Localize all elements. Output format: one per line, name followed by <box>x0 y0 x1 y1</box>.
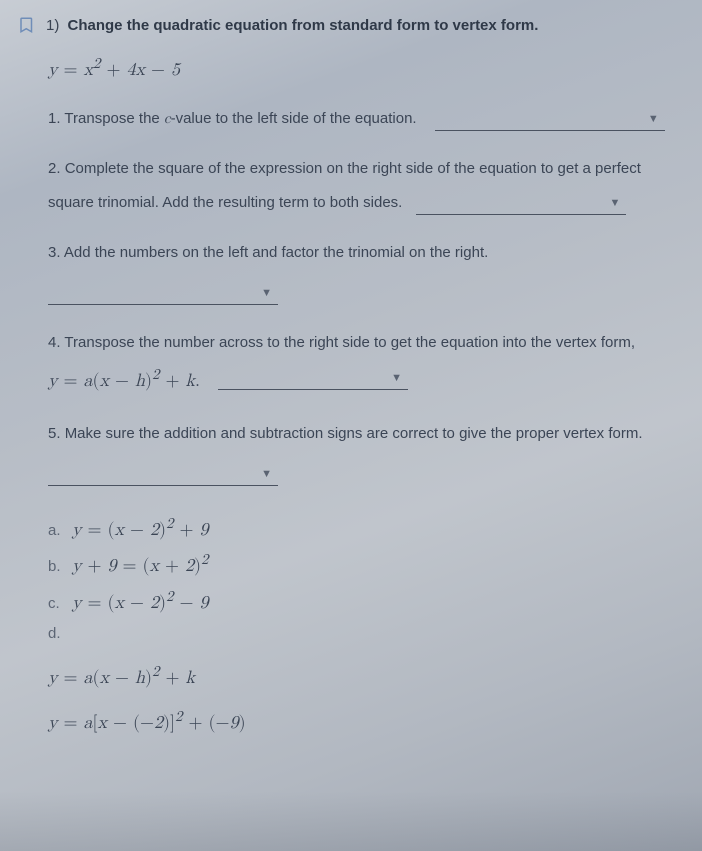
given-equation: y = x2 + 4x − 5 <box>48 52 684 85</box>
vignette-shadow <box>0 791 702 851</box>
step-4: 4. Transpose the number across to the ri… <box>48 331 684 396</box>
chevron-down-icon: ▼ <box>648 111 659 129</box>
step-3-num: 3. <box>48 244 61 261</box>
step-5-answer-slot[interactable]: ▼ <box>48 464 278 486</box>
option-a[interactable]: a. y = (x − 2)2 + 9 <box>48 512 684 545</box>
option-c[interactable]: c. y = (x − 2)2 − 9 <box>48 585 684 618</box>
question-title-wrap: 1) Change the quadratic equation from st… <box>46 14 538 38</box>
question-header: 1) Change the quadratic equation from st… <box>18 14 684 38</box>
chevron-down-icon: ▼ <box>609 195 620 213</box>
option-a-eq: y = (x − 2)2 + 9 <box>72 512 209 545</box>
option-d-label: d. <box>48 622 66 646</box>
step-2-text-line2: square trinomial. Add the resulting term… <box>48 191 402 215</box>
option-a-label: a. <box>48 519 66 543</box>
step-2-text-line1: Complete the square of the expression on… <box>65 160 641 177</box>
step-4-equation: y = a(x − h)2 + k. <box>48 363 200 396</box>
option-b[interactable]: b. y + 9 = (x + 2)2 <box>48 548 684 581</box>
step-1-cvar: c <box>164 111 171 126</box>
chevron-down-icon: ▼ <box>261 285 272 303</box>
chevron-down-icon: ▼ <box>391 370 402 388</box>
step-3: 3. Add the numbers on the left and facto… <box>48 241 684 305</box>
free-equation-1: y = a(x − h)2 + k <box>48 660 684 693</box>
answer-choices: a. y = (x − 2)2 + 9 b. y + 9 = (x + 2)2 … <box>48 512 684 646</box>
option-b-label: b. <box>48 555 66 579</box>
step-5: 5. Make sure the addition and subtractio… <box>48 422 684 486</box>
question-number: 1) <box>46 17 59 34</box>
step-5-text: Make sure the addition and subtraction s… <box>65 425 643 442</box>
step-2: 2. Complete the square of the expression… <box>48 157 684 215</box>
step-2-answer-slot[interactable]: ▼ <box>416 193 626 215</box>
bookmark-icon[interactable] <box>18 16 36 34</box>
step-5-num: 5. <box>48 425 61 442</box>
step-1-answer-slot[interactable]: ▼ <box>435 109 665 131</box>
option-b-eq: y + 9 = (x + 2)2 <box>72 548 208 581</box>
question-title: Change the quadratic equation from stand… <box>68 17 539 34</box>
option-d[interactable]: d. <box>48 622 684 646</box>
step-1-num: 1. <box>48 110 61 127</box>
step-3-text: Add the numbers on the left and factor t… <box>64 244 488 261</box>
step-1-text-pre: Transpose the <box>64 110 164 127</box>
option-c-eq: y = (x − 2)2 − 9 <box>72 585 209 618</box>
step-4-answer-slot[interactable]: ▼ <box>218 368 408 390</box>
step-1: 1. Transpose the c-value to the left sid… <box>48 107 684 131</box>
step-4-num: 4. <box>48 334 61 351</box>
step-3-answer-slot[interactable]: ▼ <box>48 283 278 305</box>
option-c-label: c. <box>48 592 66 616</box>
chevron-down-icon: ▼ <box>261 466 272 484</box>
step-2-num: 2. <box>48 160 61 177</box>
step-4-text: Transpose the number across to the right… <box>64 334 635 351</box>
step-1-text-post: -value to the left side of the equation. <box>171 110 417 127</box>
free-equation-2: y = a[x − (−2)]2 + (−9) <box>48 705 684 738</box>
